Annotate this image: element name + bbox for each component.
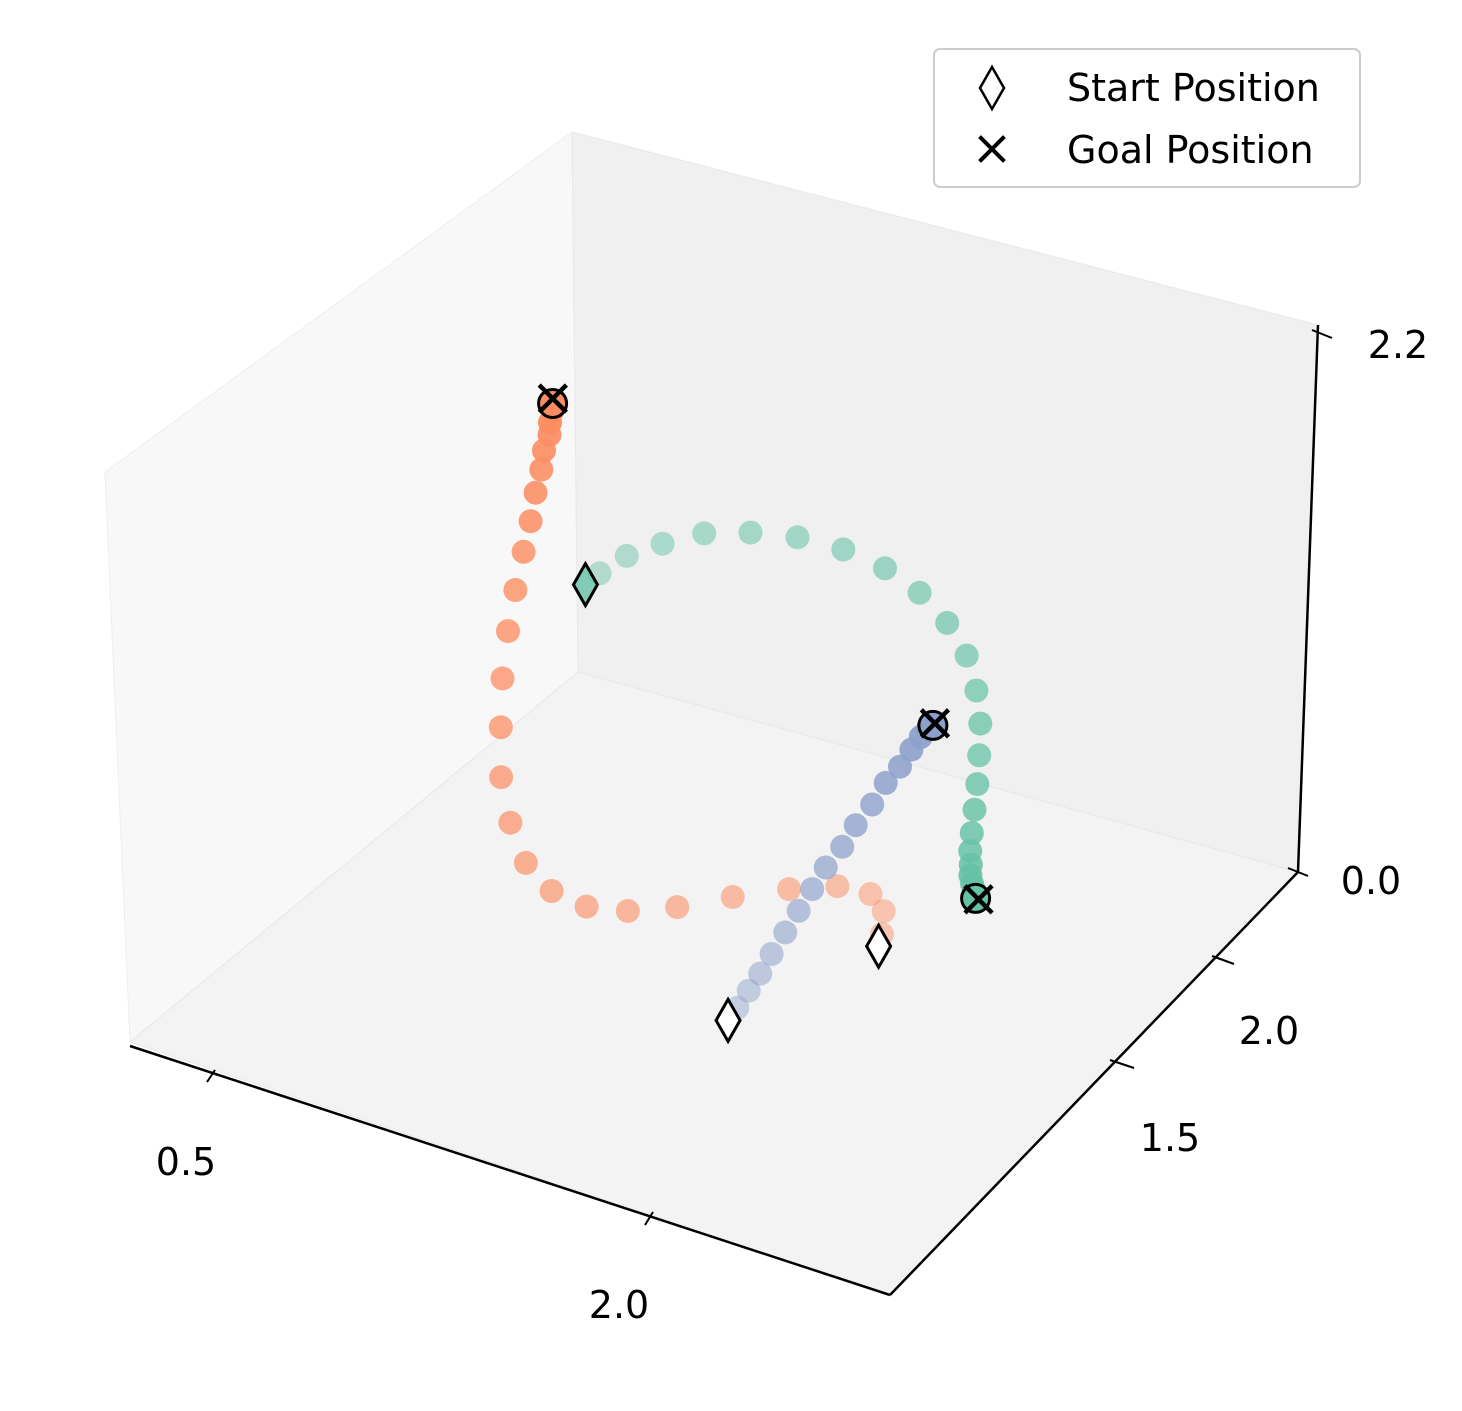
trajectory-point xyxy=(614,543,639,568)
trajectory-point xyxy=(860,792,885,817)
trajectory-point xyxy=(759,942,784,966)
y-tick-label: 2.0 xyxy=(1239,1009,1299,1053)
legend-diamond-icon xyxy=(978,64,1006,112)
legend-label-goal: Goal Position xyxy=(1067,128,1314,172)
y-axis-line xyxy=(889,871,1299,1296)
y-tick-mark xyxy=(1211,955,1235,965)
goal-position-marker xyxy=(537,383,568,414)
trajectory-point xyxy=(888,754,912,779)
trajectory-point xyxy=(738,520,763,545)
trajectory-point xyxy=(498,810,523,835)
trajectory-point xyxy=(489,765,514,790)
trajectory-point xyxy=(871,899,896,924)
z-tick-mark xyxy=(1287,867,1309,877)
trajectory-end-point xyxy=(537,388,569,419)
trajectory-point xyxy=(513,850,538,875)
trajectory-point xyxy=(650,531,675,556)
trajectory-point xyxy=(954,643,979,668)
trajectory-point xyxy=(665,895,690,920)
x-tick-mark xyxy=(644,1211,654,1226)
trajectory-point xyxy=(503,578,528,602)
start-position-marker xyxy=(864,922,893,971)
trajectory-point xyxy=(692,521,717,546)
trajectory-point xyxy=(529,457,554,482)
trajectory-point xyxy=(968,711,993,736)
trajectory-point xyxy=(736,978,761,1003)
trajectory-point xyxy=(831,537,856,562)
trajectory-point xyxy=(785,525,810,550)
z-tick-label: 2.2 xyxy=(1368,323,1428,367)
trajectory-point xyxy=(488,715,513,740)
trajectory-point xyxy=(511,539,536,564)
trajectory-point xyxy=(720,885,745,909)
start-position-marker xyxy=(571,560,600,609)
trajectory-point xyxy=(800,877,825,902)
start-position-marker xyxy=(714,996,742,1045)
x-tick-mark xyxy=(206,1069,216,1083)
trajectory-point xyxy=(777,877,802,902)
trajectory-point xyxy=(539,879,564,903)
legend-x-icon xyxy=(978,135,1006,163)
trajectory-point xyxy=(615,899,640,923)
trajectory-point xyxy=(935,610,960,635)
trajectory-point xyxy=(518,509,543,534)
goal-position-marker xyxy=(963,884,994,915)
trajectory-point xyxy=(962,797,987,822)
legend-frame xyxy=(933,48,1361,188)
trajectory-point xyxy=(907,580,932,605)
trajectory-point xyxy=(773,920,798,945)
x-tick-label: 0.5 xyxy=(156,1140,216,1184)
trajectory-point xyxy=(964,678,989,703)
y-tick-label: 1.5 xyxy=(1140,1116,1200,1160)
trajectory-point xyxy=(873,770,898,795)
z-axis-line xyxy=(1296,324,1320,873)
z-tick-label: 0.0 xyxy=(1341,859,1401,903)
trajectory-point xyxy=(496,619,520,644)
z-tick-mark xyxy=(1311,329,1333,339)
trajectory-point xyxy=(490,666,515,691)
legend: Start Position Goal Position xyxy=(933,48,1361,188)
trajectory-point xyxy=(523,480,548,505)
goal-position-marker xyxy=(919,708,951,739)
trajectory-point xyxy=(965,772,990,797)
trajectory-point xyxy=(574,894,599,919)
trajectory-point xyxy=(843,813,868,838)
trajectory-point xyxy=(959,821,984,845)
trajectory-point xyxy=(858,882,883,906)
trajectory-point xyxy=(786,898,811,923)
trajectory-point xyxy=(967,743,992,768)
trajectory-point xyxy=(873,556,897,581)
y-tick-mark xyxy=(1109,1059,1135,1069)
x-axis-line xyxy=(129,1044,891,1297)
x-tick-label: 2.0 xyxy=(589,1283,649,1327)
trajectory-point xyxy=(813,855,838,880)
legend-label-start: Start Position xyxy=(1067,66,1320,110)
trajectory-point xyxy=(830,834,855,859)
trajectory-marks xyxy=(488,383,994,1045)
trajectory-point xyxy=(748,961,773,986)
trajectory-point xyxy=(825,874,850,899)
